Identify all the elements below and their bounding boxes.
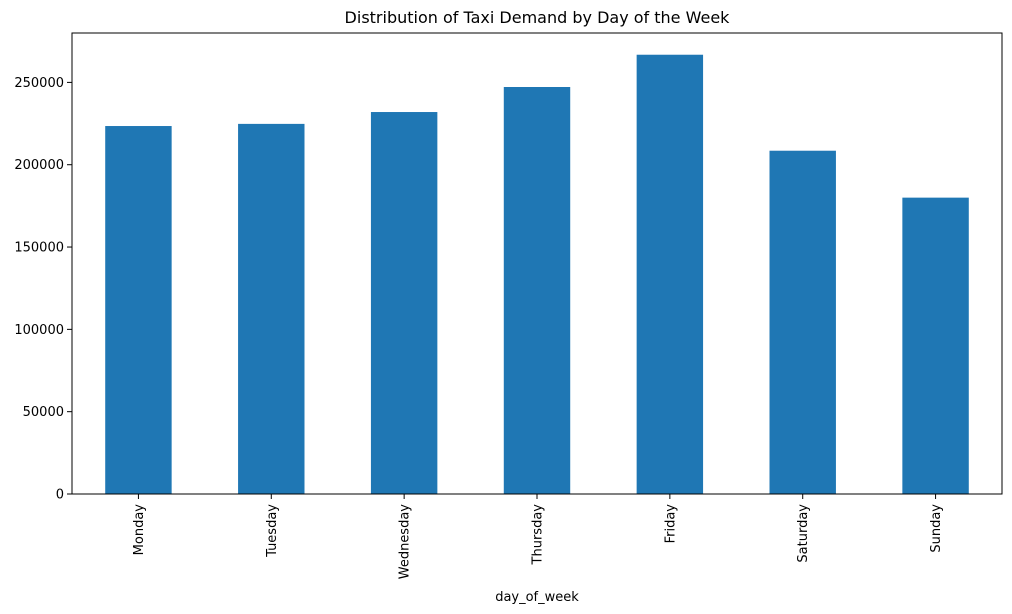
bar-tuesday xyxy=(238,123,305,494)
x-tick-label: Monday xyxy=(132,504,147,556)
x-axis: Monday Tuesday Wednesday Thursday Friday Satu… xyxy=(132,494,944,579)
bar-monday xyxy=(105,126,172,494)
y-tick-label: 100000 xyxy=(14,323,64,338)
bar-saturday xyxy=(769,150,836,494)
x-axis-label: day_of_week xyxy=(495,590,579,605)
x-tick-label: Saturday xyxy=(796,504,811,563)
x-tick-label: Wednesday xyxy=(398,504,413,580)
y-tick-label: 150000 xyxy=(14,241,64,256)
x-tick-label: Tuesday xyxy=(265,504,280,558)
bar-sunday xyxy=(902,197,969,494)
x-tick-label: Thursday xyxy=(531,504,546,566)
bar-thursday xyxy=(503,87,571,494)
y-tick-label: 0 xyxy=(56,488,64,503)
y-axis: 0 50000 100000 150000 200000 250000 xyxy=(14,76,72,503)
y-tick-label: 250000 xyxy=(14,76,64,91)
bar-friday xyxy=(636,54,704,495)
y-tick-label: 200000 xyxy=(14,158,64,173)
x-tick-label: Friday xyxy=(663,504,678,544)
plot-frame xyxy=(71,32,1003,495)
x-tick-label: Sunday xyxy=(929,504,944,553)
y-tick-label: 50000 xyxy=(23,405,64,420)
chart-title: Distribution of Taxi Demand by Day of th… xyxy=(345,8,731,27)
bar-wednesday xyxy=(370,112,438,495)
bars xyxy=(105,54,969,495)
